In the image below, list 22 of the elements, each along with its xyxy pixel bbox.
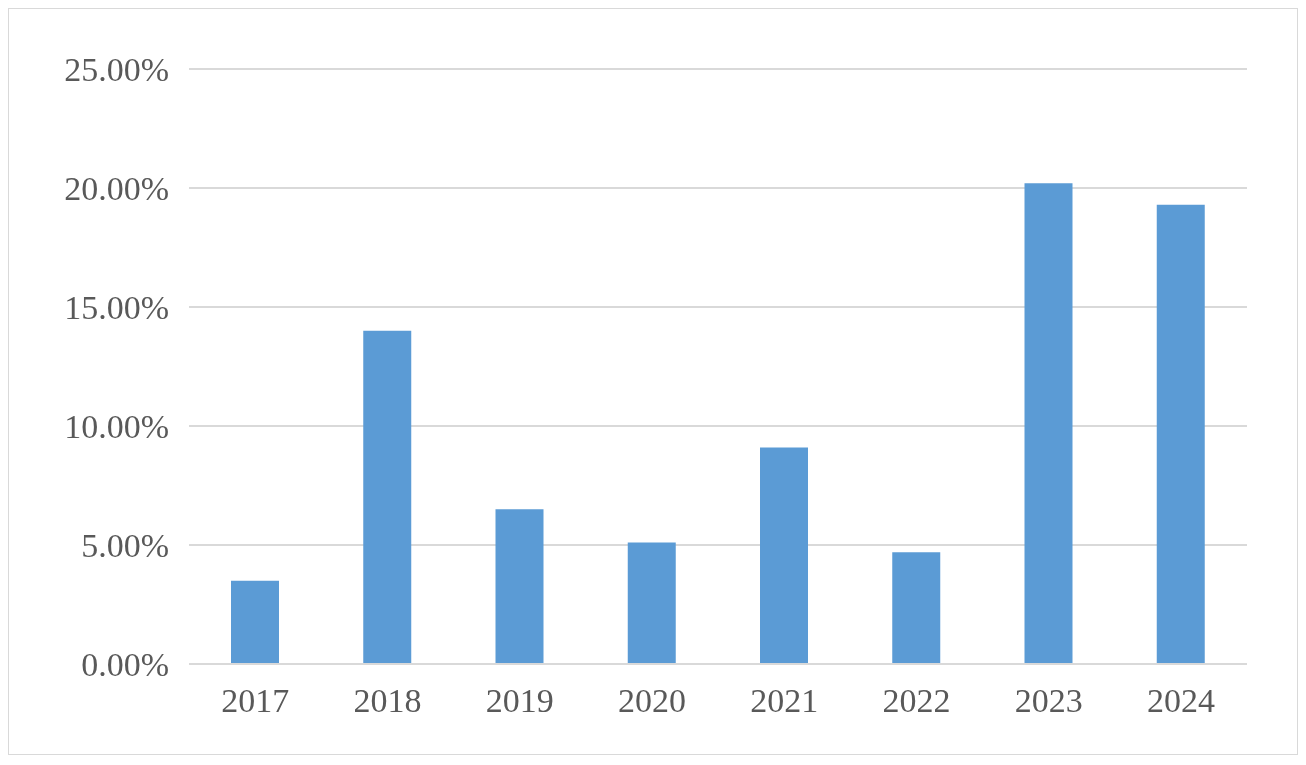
x-tick-label: 2024: [1146, 682, 1215, 720]
bar: [495, 509, 544, 664]
bar: [363, 330, 412, 664]
bar: [627, 542, 676, 664]
x-tick-label: 2020: [617, 682, 686, 720]
bar: [892, 552, 941, 664]
y-tick-label: 15.00%: [64, 289, 169, 327]
bar: [1024, 183, 1073, 664]
y-tick-label: 25.00%: [64, 51, 169, 89]
y-tick-label: 5.00%: [81, 527, 169, 565]
x-tick-label: 2023: [1014, 682, 1083, 720]
x-tick-label: 2017: [221, 682, 290, 720]
x-tick-label: 2022: [882, 682, 951, 720]
bar: [231, 580, 279, 664]
bar: [760, 447, 808, 664]
y-tick-label: 0.00%: [81, 646, 169, 684]
x-tick-label: 2019: [485, 682, 554, 720]
bar: [1156, 204, 1205, 664]
x-tick-label: 2021: [750, 682, 819, 720]
x-tick-label: 2018: [353, 682, 422, 720]
y-tick-label: 10.00%: [64, 408, 169, 446]
y-tick-label: 20.00%: [64, 170, 169, 208]
